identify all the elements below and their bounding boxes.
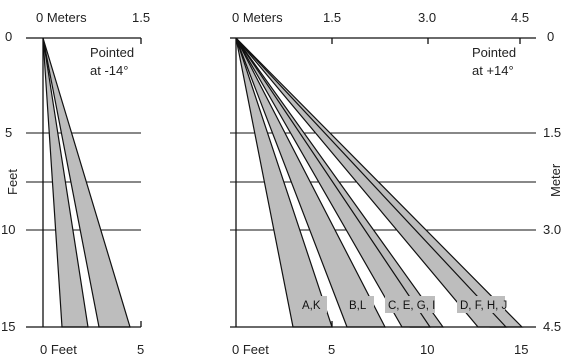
tag-c-e-g-i-bg [385,296,435,313]
right-note-line2: at +14° [472,63,514,78]
left-tick-label-5: 5 [5,125,12,140]
right-top-label-3-0: 3.0 [418,10,436,25]
right-top-label-0: 0 Meters [232,10,283,25]
tag-c-e-g-i: C, E, G, I [388,300,435,312]
left-tick-label-10: 10 [1,222,15,237]
left-bottom-label-0: 0 Feet [40,342,77,357]
left-tick-label-15: 15 [1,319,15,334]
left-axis-title: Feet [5,169,20,195]
left-panel: 0 Meters 1.5 0 Feet 5 0 5 10 15 Feet Poi… [1,10,150,357]
right-bottom-label-5: 5 [328,342,335,357]
left-bottom-label-5: 5 [137,342,144,357]
right-bottom-label-0: 0 Feet [232,342,269,357]
left-top-label-1-5: 1.5 [132,10,150,25]
tag-a-k: A,K [302,300,321,312]
right-tick-label-3-0: 3.0 [543,222,561,237]
tag-d-f-h-j: D, F, H, J [460,300,507,312]
right-tick-label-1-5: 1.5 [543,125,561,140]
tag-b-l: B,L [349,300,367,312]
right-bottom-label-10: 10 [420,342,434,357]
tag-b-l-bg [346,296,374,313]
left-note-line2: at -14° [90,63,128,78]
right-tick-label-4-5: 4.5 [543,319,561,334]
right-tick-label-0: 0 [547,29,554,44]
right-top-label-4-5: 4.5 [511,10,529,25]
right-note-line1: Pointed [472,45,516,60]
tag-d-f-h-j-bg [457,296,505,313]
left-note-line1: Pointed [90,45,134,60]
right-axis-title: Meter [548,163,563,197]
tag-a-k-bg [299,296,327,313]
left-tick-label-0: 0 [5,29,12,44]
right-bottom-label-15: 15 [514,342,528,357]
left-top-label-0: 0 Meters [36,10,87,25]
right-top-label-1-5: 1.5 [323,10,341,25]
right-panel: A,K B,L C, E, G, I D, F, H, J 0 Meters 1… [230,10,563,357]
